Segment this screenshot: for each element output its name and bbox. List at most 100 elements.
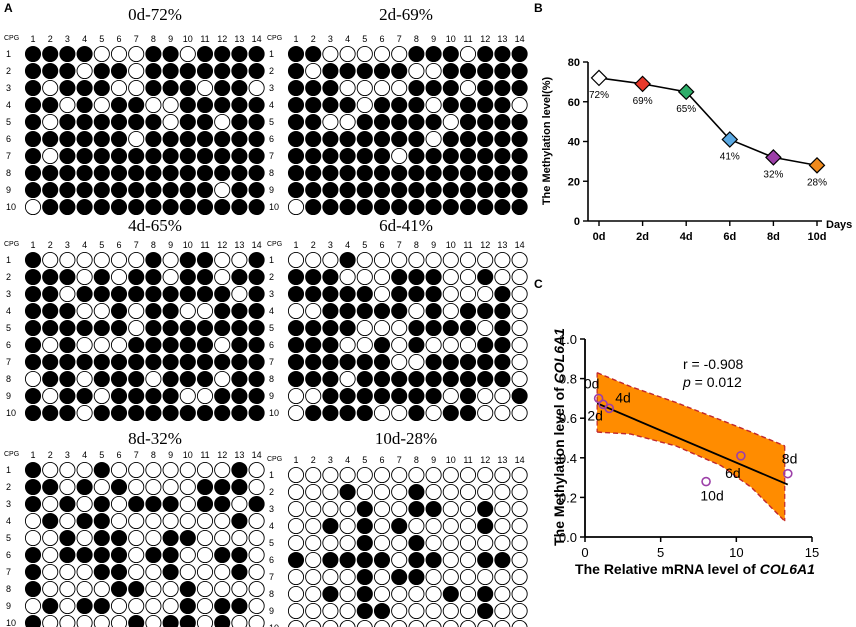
methylated-cpg-dot [214,302,231,320]
methylated-cpg-dot [76,113,93,131]
row-label: 2 [6,482,11,492]
unmethylated-cpg-dot [59,285,76,303]
unmethylated-cpg-dot [42,546,59,564]
methylated-cpg-dot [287,45,305,63]
methylated-cpg-dot [24,181,42,199]
methylated-cpg-dot [305,268,322,286]
unmethylated-cpg-dot [179,387,196,405]
methylated-cpg-dot [128,614,145,627]
row-label: 4 [269,100,274,110]
row-label: 10 [6,618,16,627]
methylated-cpg-dot [24,164,42,182]
unmethylated-cpg-dot [391,45,408,63]
row-label: 7 [6,151,11,161]
methylated-cpg-dot [287,96,305,114]
unmethylated-cpg-dot [287,568,305,586]
unmethylated-cpg-dot [391,483,408,501]
column-label: 14 [252,450,262,460]
unmethylated-cpg-dot [59,597,76,615]
methylated-cpg-dot [494,302,511,320]
methylated-cpg-dot [356,404,373,422]
methylated-cpg-dot [93,113,110,131]
column-label: 9 [431,240,436,250]
column-label: 9 [168,450,173,460]
unmethylated-cpg-dot [145,461,162,479]
column-label: 10 [446,34,456,44]
column-label: 10 [183,34,193,44]
methylated-cpg-dot [145,336,162,354]
methylated-cpg-dot [128,580,145,598]
column-label: 14 [515,240,525,250]
row-label: 2 [6,66,11,76]
methylated-cpg-dot [408,404,425,422]
methylated-cpg-dot [408,568,425,586]
methylated-cpg-dot [322,130,339,148]
unmethylated-cpg-dot [511,319,528,337]
methylated-cpg-dot [373,602,391,620]
unmethylated-cpg-dot [179,563,196,581]
row-label: 3 [269,289,274,299]
methylated-cpg-dot [459,198,477,216]
unmethylated-cpg-dot [442,268,459,286]
methylated-cpg-dot [231,336,248,354]
column-label: 7 [397,34,402,44]
row-label: 8 [269,374,274,384]
methylated-cpg-dot [76,319,93,337]
unmethylated-cpg-dot [231,529,248,547]
panel-letter-b: B [534,1,543,15]
methylated-cpg-dot [179,353,196,371]
methylated-cpg-dot [477,517,494,535]
unmethylated-cpg-dot [511,268,528,286]
unmethylated-cpg-dot [110,45,128,63]
methylated-cpg-dot [42,353,59,371]
methylated-cpg-dot [42,404,59,422]
unmethylated-cpg-dot [391,319,408,337]
unmethylated-cpg-dot [442,466,459,484]
unmethylated-cpg-dot [339,45,356,63]
column-label: 11 [200,450,209,460]
unmethylated-cpg-dot [511,96,528,114]
unmethylated-cpg-dot [214,512,231,530]
methylated-cpg-dot [162,164,179,182]
methylated-cpg-dot [356,147,373,165]
methylated-cpg-dot [214,96,231,114]
panel-c-band-lower-edge [597,431,786,522]
unmethylated-cpg-dot [145,529,162,547]
unmethylated-cpg-dot [196,563,214,581]
unmethylated-cpg-dot [24,529,42,547]
unmethylated-cpg-dot [196,79,214,97]
row-label: 10 [269,408,279,418]
methylated-cpg-dot [214,495,231,513]
methylated-cpg-dot [162,353,179,371]
unmethylated-cpg-dot [339,619,356,627]
column-label: 14 [252,240,262,250]
methylated-cpg-dot [24,45,42,63]
panel-letter-c: C [534,277,543,291]
panel-c-point-label: 0d [584,375,600,391]
unmethylated-cpg-dot [128,478,145,496]
unmethylated-cpg-dot [287,251,305,269]
unmethylated-cpg-dot [287,585,305,603]
unmethylated-cpg-dot [305,602,322,620]
panel-c-y-tick-label: 0.8 [559,372,577,387]
unmethylated-cpg-dot [442,619,459,627]
methylated-cpg-dot [179,319,196,337]
row-label: 1 [269,49,274,59]
unmethylated-cpg-dot [391,585,408,603]
methylated-cpg-dot [391,302,408,320]
unmethylated-cpg-dot [442,483,459,501]
methylated-cpg-dot [145,387,162,405]
panel-b-data-label: 32% [763,169,783,180]
column-label: 8 [414,455,419,465]
methylated-cpg-dot [511,181,528,199]
column-label: 7 [134,34,139,44]
methylated-cpg-dot [408,387,425,405]
methylated-cpg-dot [231,96,248,114]
methylated-cpg-dot [110,353,128,371]
unmethylated-cpg-dot [42,387,59,405]
methylated-cpg-dot [339,96,356,114]
methylated-cpg-dot [196,336,214,354]
methylated-cpg-dot [145,79,162,97]
methylated-cpg-dot [339,551,356,569]
